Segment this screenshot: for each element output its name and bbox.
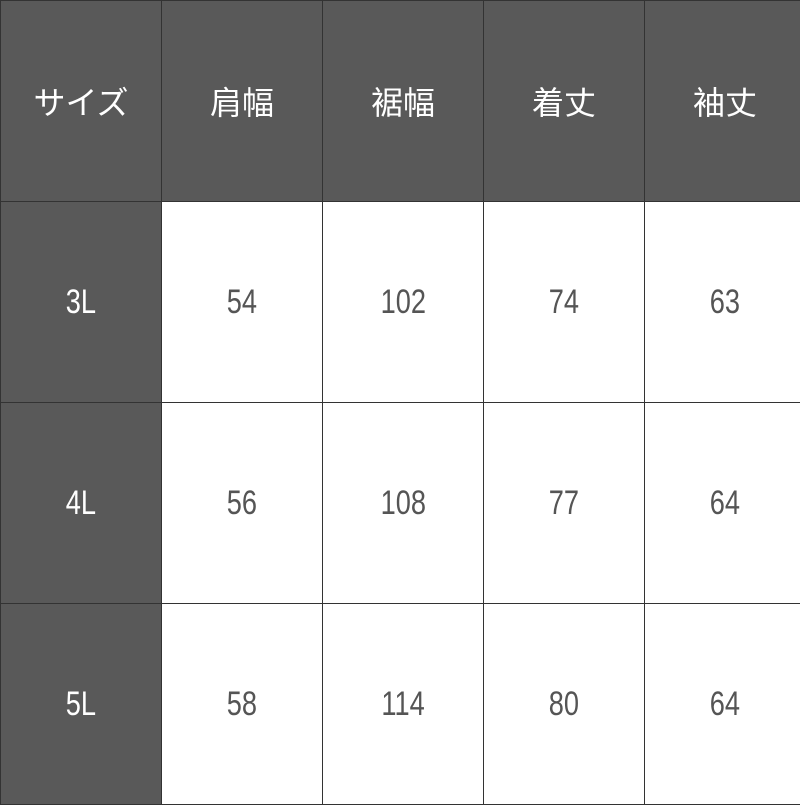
size-label: 3L (66, 283, 96, 322)
measurement-value: 54 (227, 283, 257, 322)
value-cell: 114 (323, 604, 484, 805)
header-shoulder-width: 肩幅 (162, 1, 323, 202)
measurement-value: 64 (710, 685, 740, 724)
measurement-value: 114 (381, 685, 424, 724)
value-cell: 64 (645, 604, 800, 805)
value-cell: 77 (484, 403, 645, 604)
header-hem-width: 裾幅 (323, 1, 484, 202)
measurement-value: 64 (710, 484, 740, 523)
value-cell: 54 (162, 202, 323, 403)
size-label-cell: 5L (1, 604, 162, 805)
header-row: サイズ 肩幅 裾幅 着丈 袖丈 (1, 1, 800, 202)
table-row: 4L 56 108 77 64 (1, 403, 800, 604)
value-cell: 80 (484, 604, 645, 805)
value-cell: 64 (645, 403, 800, 604)
header-sleeve-length: 袖丈 (645, 1, 800, 202)
table-row: 3L 54 102 74 63 (1, 202, 800, 403)
measurement-value: 80 (549, 685, 579, 724)
measurement-value: 108 (380, 484, 425, 523)
table-row: 5L 58 114 80 64 (1, 604, 800, 805)
value-cell: 63 (645, 202, 800, 403)
value-cell: 56 (162, 403, 323, 604)
measurement-value: 63 (710, 283, 740, 322)
value-cell: 108 (323, 403, 484, 604)
measurement-value: 77 (549, 484, 579, 523)
measurement-value: 56 (227, 484, 257, 523)
value-cell: 102 (323, 202, 484, 403)
value-cell: 58 (162, 604, 323, 805)
value-cell: 74 (484, 202, 645, 403)
size-label-cell: 3L (1, 202, 162, 403)
size-label-cell: 4L (1, 403, 162, 604)
measurement-value: 58 (227, 685, 257, 724)
measurement-value: 74 (549, 283, 579, 322)
header-size: サイズ (1, 1, 162, 202)
size-label: 5L (66, 685, 96, 724)
header-length: 着丈 (484, 1, 645, 202)
measurement-value: 102 (380, 283, 425, 322)
size-label: 4L (66, 484, 96, 523)
